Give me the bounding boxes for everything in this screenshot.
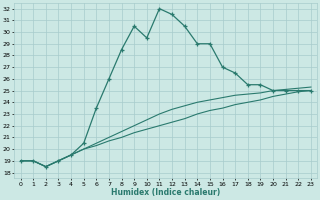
X-axis label: Humidex (Indice chaleur): Humidex (Indice chaleur) <box>111 188 220 197</box>
